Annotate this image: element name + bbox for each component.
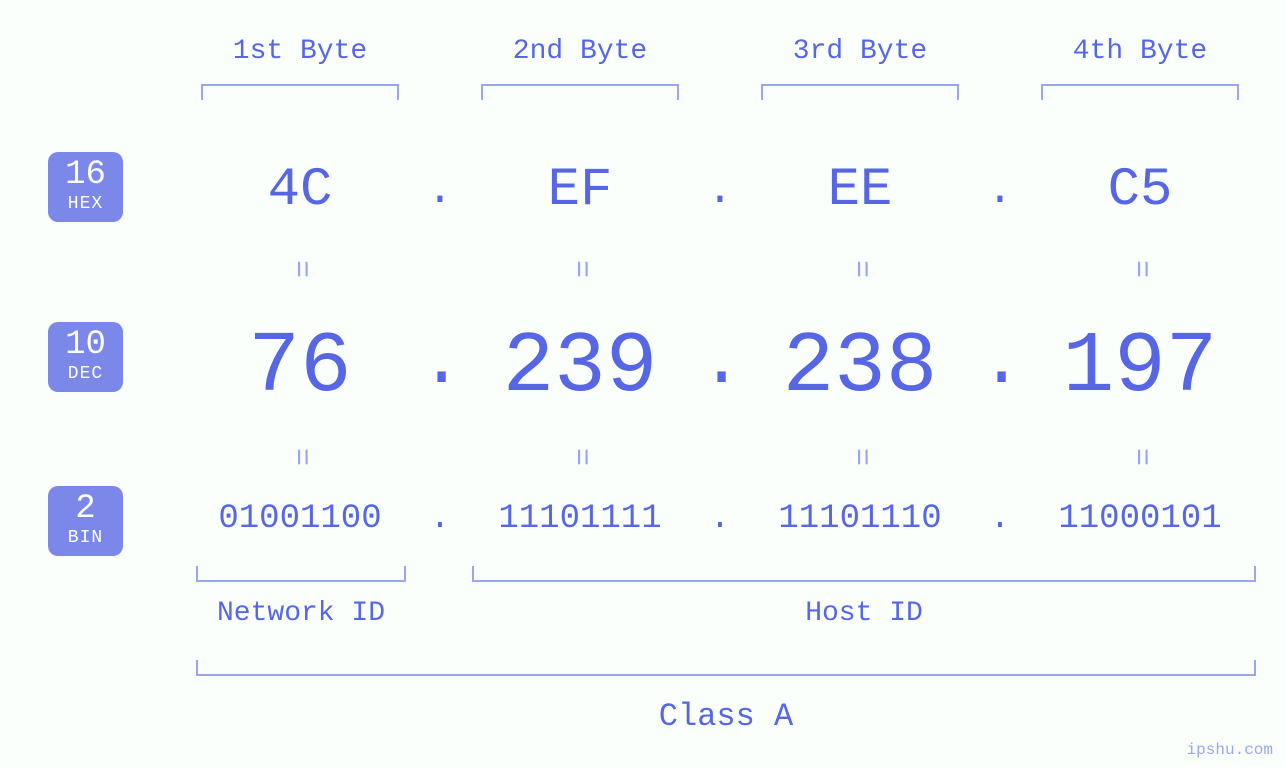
top-bracket-3: [761, 84, 959, 100]
hex-dot-2: .: [700, 166, 740, 216]
top-bracket-4: [1041, 84, 1239, 100]
bin-byte-3: 11101110: [745, 500, 975, 538]
eq-2-1: =: [280, 440, 320, 474]
base-label: HEX: [48, 194, 123, 214]
dec-dot-2: .: [700, 322, 740, 404]
eq-2-4: =: [1120, 440, 1160, 474]
bin-dot-1: .: [420, 500, 460, 538]
eq-2-2: =: [560, 440, 600, 474]
eq-2-3: =: [840, 440, 880, 474]
hex-dot-1: .: [420, 166, 460, 216]
eq-1-3: =: [840, 252, 880, 286]
ip-notation-diagram: { "colors": { "background": "#fbfffc", "…: [0, 0, 1285, 767]
eq-1-4: =: [1120, 252, 1160, 286]
byte-header-3: 3rd Byte: [745, 36, 975, 67]
dec-byte-1: 76: [185, 318, 415, 416]
class-bracket: [196, 660, 1256, 676]
hex-byte-3: EE: [745, 160, 975, 221]
network-id-label: Network ID: [196, 598, 406, 629]
host-id-label: Host ID: [472, 598, 1256, 629]
dec-byte-4: 197: [1025, 318, 1255, 416]
base-label: BIN: [48, 528, 123, 548]
bin-byte-2: 11101111: [465, 500, 695, 538]
top-bracket-1: [201, 84, 399, 100]
hex-byte-1: 4C: [185, 160, 415, 221]
bin-dot-3: .: [980, 500, 1020, 538]
bin-dot-2: .: [700, 500, 740, 538]
bin-byte-4: 11000101: [1025, 500, 1255, 538]
byte-header-1: 1st Byte: [185, 36, 415, 67]
class-label: Class A: [196, 698, 1256, 735]
dec-dot-1: .: [420, 322, 460, 404]
bin-byte-1: 01001100: [185, 500, 415, 538]
host-bracket: [472, 566, 1256, 582]
hex-byte-4: C5: [1025, 160, 1255, 221]
base-number: 2: [48, 492, 123, 526]
watermark-text: ipshu.com: [1187, 741, 1273, 759]
dec-byte-3: 238: [745, 318, 975, 416]
eq-1-1: =: [280, 252, 320, 286]
base-number: 16: [48, 158, 123, 192]
base-badge-hex: 16 HEX: [48, 152, 123, 222]
base-badge-bin: 2 BIN: [48, 486, 123, 556]
byte-header-4: 4th Byte: [1025, 36, 1255, 67]
top-bracket-2: [481, 84, 679, 100]
hex-dot-3: .: [980, 166, 1020, 216]
base-label: DEC: [48, 364, 123, 384]
dec-dot-3: .: [980, 322, 1020, 404]
network-bracket: [196, 566, 406, 582]
base-number: 10: [48, 328, 123, 362]
byte-header-2: 2nd Byte: [465, 36, 695, 67]
eq-1-2: =: [560, 252, 600, 286]
dec-byte-2: 239: [465, 318, 695, 416]
base-badge-dec: 10 DEC: [48, 322, 123, 392]
hex-byte-2: EF: [465, 160, 695, 221]
